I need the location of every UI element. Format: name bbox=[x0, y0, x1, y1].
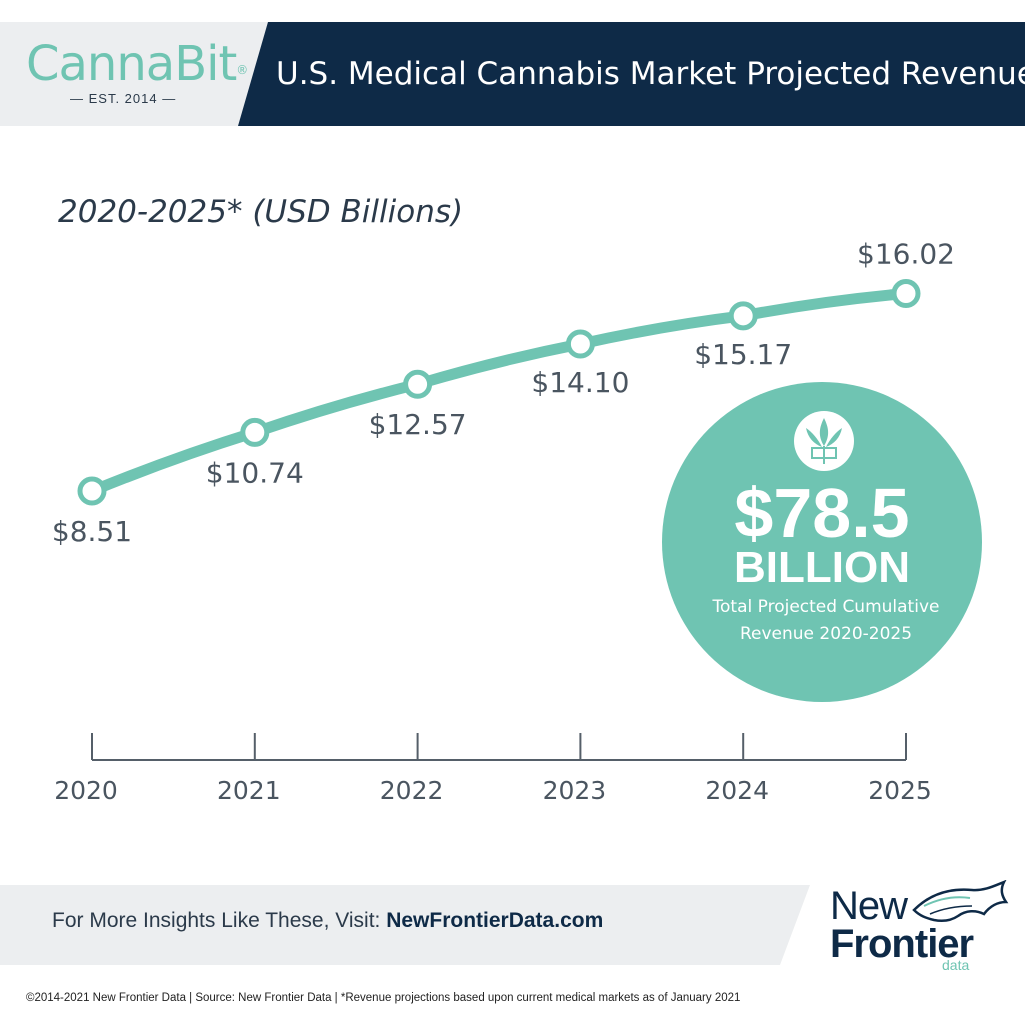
cumulative-unit: BILLION bbox=[734, 543, 910, 592]
new-frontier-logo-new: New bbox=[830, 884, 908, 928]
data-label: $16.02 bbox=[857, 237, 955, 270]
cumulative-revenue-badge bbox=[662, 382, 982, 702]
horse-logo-icon bbox=[912, 880, 1009, 923]
x-tick-label: 2024 bbox=[705, 776, 769, 805]
data-label: $10.74 bbox=[206, 456, 304, 489]
cumulative-caption-line1: Total Projected Cumulative bbox=[712, 597, 940, 617]
data-label: $12.57 bbox=[369, 408, 467, 441]
page-title: U.S. Medical Cannabis Market Projected R… bbox=[276, 56, 1025, 92]
copyright-footnote: ©2014-2021 New Frontier Data | Source: N… bbox=[26, 992, 741, 1004]
footer-cta: For More Insights Like These, Visit: New… bbox=[52, 909, 603, 933]
cannabis-leaf-cross-icon bbox=[794, 411, 854, 471]
data-point bbox=[240, 417, 270, 447]
data-point bbox=[565, 329, 595, 359]
new-frontier-logo-frontier: Frontier bbox=[830, 922, 974, 966]
series-line bbox=[86, 287, 912, 497]
data-label: $8.51 bbox=[52, 515, 132, 548]
x-tick-label: 2020 bbox=[54, 776, 118, 805]
footer-cta-text: For More Insights Like These, Visit: bbox=[52, 909, 387, 932]
data-label: $14.10 bbox=[531, 366, 629, 399]
registered-mark: ® bbox=[236, 63, 248, 77]
x-tick-label: 2022 bbox=[380, 776, 444, 805]
x-tick-label: 2025 bbox=[868, 776, 932, 805]
title-banner bbox=[238, 22, 1025, 126]
cumulative-caption-line2: Revenue 2020-2025 bbox=[740, 624, 912, 644]
chart-subtitle: 2020-2025* (USD Billions) bbox=[58, 194, 464, 230]
website-link[interactable]: NewFrontierData.com bbox=[386, 909, 604, 932]
footer-band bbox=[0, 885, 810, 965]
data-label: $15.17 bbox=[694, 338, 792, 371]
data-point bbox=[77, 476, 107, 506]
data-point bbox=[891, 278, 921, 308]
x-tick-label: 2023 bbox=[543, 776, 607, 805]
logo-brand: CannaBit bbox=[26, 36, 237, 92]
data-point bbox=[403, 369, 433, 399]
new-frontier-logo-data: data bbox=[942, 957, 970, 973]
cumulative-amount: $78.5 bbox=[734, 474, 909, 552]
data-point bbox=[728, 301, 758, 331]
logo-established: — EST. 2014 — bbox=[70, 91, 177, 106]
x-tick-label: 2021 bbox=[217, 776, 281, 805]
cannabit-logo: CannaBit® bbox=[26, 36, 248, 92]
logo-panel bbox=[0, 22, 290, 126]
